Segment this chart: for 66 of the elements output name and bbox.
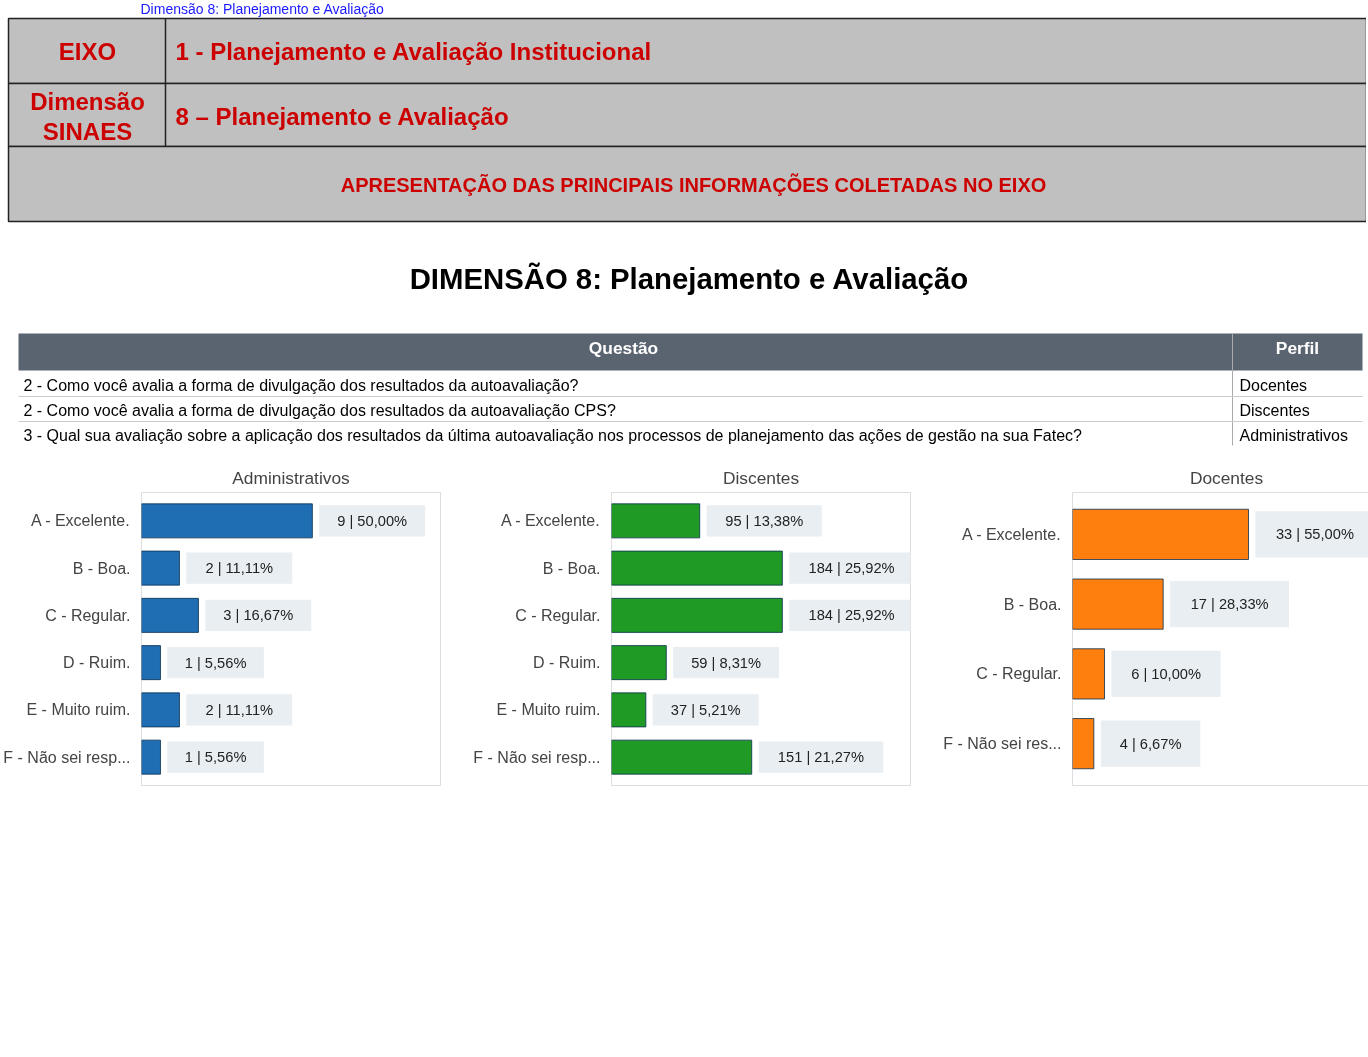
bar [141, 503, 313, 539]
data-label: 59 | 8,31% [691, 654, 761, 671]
y-tick-label: E - Muito ruim. [26, 701, 131, 719]
data-label: 17 | 28,33% [1190, 596, 1269, 613]
y-tick-label: A - Excelente. [500, 512, 600, 530]
data-label: 2 | 11,11% [205, 701, 274, 718]
data-label: 184 | 25,92% [808, 607, 895, 624]
y-tick-label: F - Não sei resp... [473, 748, 601, 766]
data-label: 2 | 11,11% [205, 560, 274, 577]
bar [141, 692, 180, 728]
text: 3 - Qual sua avaliação sobre a aplicação dos resultados da última autoavaliação nos processos de planejamento das ações de gestão na sua Fatec? [23, 427, 1083, 444]
text: Discentes [1239, 402, 1310, 419]
y-tick-label: A - Excelente. [30, 512, 130, 530]
text: Administrativos [1239, 427, 1348, 444]
bar [1072, 578, 1164, 630]
chart-title: Docentes [1189, 467, 1264, 488]
chart-title: Discentes [722, 467, 800, 488]
bar [141, 597, 199, 633]
bar [141, 645, 161, 681]
data-label: 151 | 21,27% [777, 749, 864, 766]
bar [611, 645, 667, 681]
data-label: 184 | 25,92% [808, 560, 895, 577]
text: 1 - Planejamento e Avaliação Institucional [175, 38, 652, 65]
bar [1072, 508, 1249, 560]
bar [611, 550, 783, 586]
y-tick-label: F - Não sei resp... [3, 748, 131, 766]
text: 8 – Planejamento e Avaliação [175, 103, 509, 130]
bar [141, 739, 161, 775]
text: Perfil [1275, 337, 1320, 358]
bar [611, 503, 701, 539]
y-tick-label: B - Boa. [72, 559, 131, 577]
text: APRESENTAÇÃO DAS PRINCIPAIS INFORMAÇÕES COLETADAS NO EIXO [340, 172, 1047, 196]
text: 2 - Como você avalia a forma de divulgação dos resultados da autoavaliação? [23, 377, 579, 394]
text: EIXO [58, 38, 117, 65]
y-tick-label: E - Muito ruim. [496, 701, 601, 719]
data-label: 1 | 5,56% [184, 654, 247, 671]
bar [1072, 718, 1095, 770]
y-tick-label: B - Boa. [1003, 595, 1062, 613]
y-tick-label: D - Ruim. [532, 654, 601, 672]
text: Dimensão SINAES [30, 88, 145, 145]
data-label: 37 | 5,21% [670, 701, 741, 718]
text: Questão [588, 337, 659, 358]
y-tick-label: F - Não sei res... [943, 735, 1062, 753]
data-label: 9 | 50,00% [337, 512, 408, 529]
bar [611, 739, 753, 775]
y-tick-label: C - Regular. [45, 606, 131, 624]
y-tick-label: A - Excelente. [961, 525, 1061, 543]
bar [611, 597, 783, 633]
text: Dimensão 8: Planejamento e Avaliação [140, 0, 385, 17]
y-tick-label: C - Regular. [515, 606, 601, 624]
y-tick-label: C - Regular. [976, 665, 1062, 683]
bar [141, 550, 180, 586]
text: Docentes [1239, 377, 1308, 394]
data-label: 4 | 6,67% [1119, 735, 1182, 752]
data-label: 3 | 16,67% [223, 607, 294, 624]
bar [1072, 648, 1105, 700]
data-label: 1 | 5,56% [184, 749, 247, 766]
data-label: 6 | 10,00% [1131, 665, 1202, 682]
bar [611, 692, 647, 728]
y-tick-label: B - Boa. [542, 559, 601, 577]
data-label: 95 | 13,38% [725, 512, 804, 529]
y-tick-label: D - Ruim. [62, 654, 131, 672]
data-label: 33 | 55,00% [1275, 526, 1354, 543]
chart-title: Administrativos [232, 467, 351, 488]
text: 2 - Como você avalia a forma de divulgação dos resultados da autoavaliação CPS? [23, 402, 616, 419]
text: DIMENSÃO 8: Planejamento e Avaliação [409, 262, 969, 295]
